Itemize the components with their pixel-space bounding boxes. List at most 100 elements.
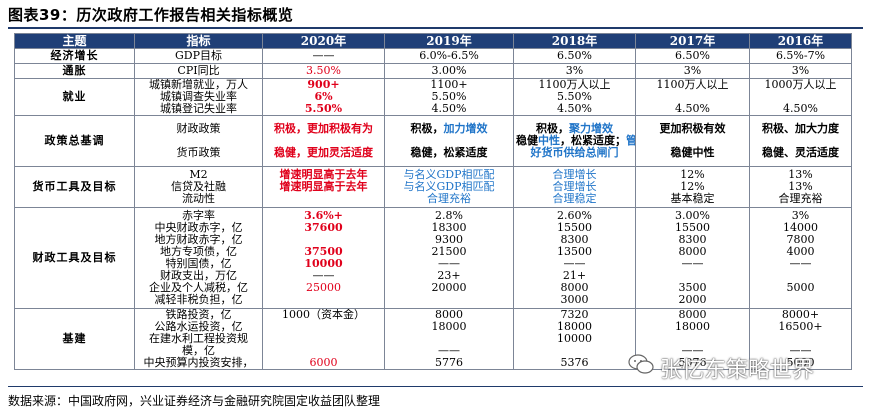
- value-line: 7320: [560, 308, 589, 321]
- theme-cell: 经济增长: [14, 48, 135, 64]
- value-cell-2019: 2.8% 18300 9300 21500 —— 23+ 20000: [384, 207, 514, 309]
- value-line: ——: [789, 257, 812, 270]
- value-line: 6.5%-7%: [775, 49, 826, 62]
- value-line: 21500: [431, 245, 467, 258]
- watermark: 张忆东策略世界: [660, 358, 815, 383]
- value-line: 2000: [678, 293, 707, 306]
- value-line: 10000: [557, 332, 592, 345]
- value-line: 9300: [435, 233, 463, 246]
- indicator-label: 在建水利工程投资规: [149, 332, 248, 345]
- table-row: 通胀 CPI同比 3.50% 3.00% 3% 3% 3%: [14, 63, 852, 79]
- value-fragment: 稳健，: [410, 146, 444, 159]
- indicator-label: 流动性: [182, 192, 215, 205]
- value-line: ——: [563, 257, 586, 270]
- value-cell-2020: 3.6%+ 37600 37500 10000 —— 25000: [262, 207, 385, 309]
- indicator-label: 城镇调查失业率: [160, 90, 237, 103]
- value-line: 6.0%-6.5%: [419, 49, 479, 62]
- value-line: 14000: [783, 221, 818, 234]
- theme-cell: 就业: [14, 78, 135, 116]
- value-fragment: 松紧适度: [443, 146, 488, 159]
- table-row: 经济增长 GDP目标 —— 6.0%-6.5% 6.50% 6.50% 6.5%-7%: [14, 48, 852, 64]
- value-line: 3.00%: [675, 209, 710, 222]
- table-row: 财政工具及目标 赤字率 中央财政赤字，亿 地方财政赤字，亿 地方专项债，亿 特别国债，亿财…: [14, 207, 852, 309]
- value-cell-2018: 2.60% 15500 8300 13500 —— 21+ 8000 3000: [513, 207, 636, 309]
- value-cell-2019: 3.00%: [384, 63, 514, 79]
- header-2017: 2017年: [635, 33, 750, 49]
- value-fragment: 中性: [538, 134, 560, 147]
- indicator-label: 企业及个人减税，亿: [149, 281, 248, 294]
- value-line: 3%: [791, 64, 810, 77]
- value-line: 5000: [786, 356, 815, 369]
- indicator-cell: 财政政策 货币政策: [134, 115, 263, 167]
- value-line: 更加积极有效: [659, 122, 726, 135]
- value-line: 5000: [786, 281, 815, 294]
- value-cell-2016: 积极、加大力度 稳健、灵活适度: [749, 115, 852, 167]
- value-line: 12%: [680, 180, 705, 193]
- indicator-label: CPI同比: [177, 64, 220, 77]
- table-row: 就业 城镇新增就业，万人 城镇调查失业率 城镇登记失业率 900+ 6% 5.50% 1100…: [14, 78, 852, 116]
- value-line: 16500+: [778, 320, 823, 333]
- value-cell-2018: 7320 18000 10000 5376: [513, 308, 636, 370]
- value-line: 稳健中性，松紧适度；管: [516, 134, 635, 147]
- indicator-table: 主题 指标 2020年 2019年 2018年 2017年 2016年 经济增长…: [14, 33, 852, 370]
- value-line: 6.50%: [675, 49, 710, 62]
- value-cell-2019: 积极，加力增效 稳健，松紧适度: [384, 115, 514, 167]
- value-line: 8000: [560, 281, 589, 294]
- value-cell-2020: 1000（资本金） 6000: [262, 308, 385, 370]
- value-line: ——: [438, 344, 460, 357]
- value-line: 13500: [557, 245, 592, 258]
- value-line: ——: [438, 257, 460, 270]
- value-line: 积极，加力增效: [387, 123, 511, 135]
- value-line: 1100万人以上: [656, 78, 729, 91]
- value-line: 6.50%: [557, 49, 592, 62]
- value-cell-2020: 积极，更加积极有为 稳健，更加灵活适度: [262, 115, 385, 167]
- value-line: [387, 294, 511, 306]
- value-cell-2019: 8000 18000 —— 5776: [384, 308, 514, 370]
- value-cell-2017: 8000 18000 —— 5076: [635, 308, 750, 370]
- indicator-label: 信贷及社融: [171, 180, 226, 193]
- value-line: 8300: [678, 233, 707, 246]
- value-line: 7800: [786, 233, 815, 246]
- value-line: 1000（资本金）: [282, 308, 365, 321]
- figure-title: 图表39：历次政府工作报告相关指标概览: [8, 6, 294, 24]
- value-line: 13%: [788, 180, 813, 193]
- value-line: 3.6%+: [304, 209, 343, 222]
- value-cell-2016: 3% 14000 7800 4000 —— 5000: [749, 207, 852, 309]
- indicator-label: 城镇登记失业率: [160, 102, 237, 115]
- header-2018: 2018年: [513, 33, 636, 49]
- value-cell-2016: 1000万人以上 4.50%: [749, 78, 852, 116]
- value-line: 23+: [437, 269, 461, 282]
- indicator-label: 公路水运投资，亿: [154, 320, 243, 333]
- value-line: 4000: [786, 245, 815, 258]
- theme-cell: 财政工具及目标: [14, 207, 135, 309]
- header-indicator: 指标: [134, 33, 263, 49]
- value-line: ——: [312, 269, 335, 282]
- value-cell-2016: 6.5%-7%: [749, 48, 852, 64]
- value-line: 与名义GDP相匹配: [403, 180, 495, 193]
- value-cell-2018: 1100万人以上 5.50% 4.50%: [513, 78, 636, 116]
- value-line: 增速明显高于去年: [279, 168, 368, 181]
- value-line: 5076: [678, 356, 707, 369]
- value-line: 增速明显高于去年: [279, 180, 368, 193]
- value-line: 3.00%: [431, 64, 467, 77]
- value-line: 15500: [557, 221, 592, 234]
- value-line: 3%: [565, 64, 584, 77]
- value-cell-2020: 3.50%: [262, 63, 385, 79]
- value-cell-2020: 增速明显高于去年 增速明显高于去年: [262, 166, 385, 208]
- value-cell-2020: 900+ 6% 5.50%: [262, 78, 385, 116]
- indicator-label: 特别国债，亿: [165, 257, 232, 270]
- value-line: 4.50%: [431, 102, 467, 115]
- value-fragment: 加力增效: [443, 122, 488, 135]
- theme-cell: 政策总基调: [14, 115, 135, 167]
- value-cell-2018: 3%: [513, 63, 636, 79]
- value-line: 1100+: [430, 78, 468, 91]
- value-line: 6%: [314, 90, 333, 103]
- value-line: 合理增长: [552, 168, 597, 181]
- value-line: 8300: [560, 233, 589, 246]
- value-line: 2.60%: [557, 209, 592, 222]
- indicator-label: 中央预算内投资安排，: [143, 356, 254, 369]
- value-line: 18000: [431, 320, 467, 333]
- value-cell-2017: 1100万人以上 4.50%: [635, 78, 750, 116]
- value-line: 37500: [304, 245, 343, 258]
